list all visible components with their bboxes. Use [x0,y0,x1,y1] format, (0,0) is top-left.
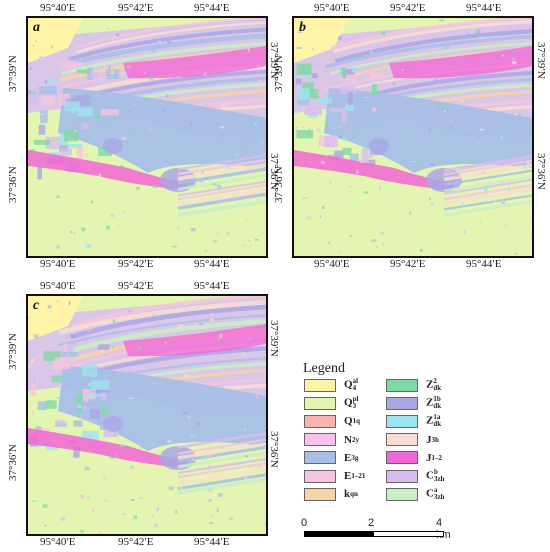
lon-bottom-a-1: 95°40′E [40,258,76,270]
lon-top-b-3: 95°44′E [466,2,502,14]
panel-label-b: b [299,20,306,35]
lon-top-c-2: 95°42′E [118,280,154,292]
legend-label: N 2y [344,433,359,446]
legend-item: Z 1a dk [386,413,441,429]
legend-swatch [386,433,418,447]
legend-item: E 3g [304,450,358,466]
legend-swatch [386,451,418,465]
legend-swatch [386,414,418,428]
legend-item: E 1–21 [304,468,365,484]
scale-label-2: 2 [368,517,375,529]
panel-label-c: c [33,298,40,313]
legend-swatch [386,396,418,410]
legend-swatch [304,396,336,410]
legend-swatch [304,378,336,392]
map-panel-a: a [26,16,268,258]
legend-item: Z 1b dk [386,395,441,411]
legend-item: J 1–2 [386,450,442,466]
lon-bottom-c-1: 95°40′E [40,536,76,548]
panel-label-a: a [33,20,40,35]
lat-left-b-1: 37°39′N [273,55,285,92]
legend-label: J 3h [426,433,439,446]
legend-swatch [304,433,336,447]
legend-swatch [304,487,336,501]
legend-item: N 2y [304,432,359,448]
legend-swatch [386,487,418,501]
lat-right-b-1: 37°39′N [535,42,547,79]
legend-label: E 3g [344,451,359,464]
lon-top-a-3: 95°44′E [194,2,230,14]
lon-top-c-3: 95°44′E [194,280,230,292]
lat-left-a-1: 37°39′N [7,55,19,92]
legend-title: Legend [303,361,345,376]
lon-top-b-2: 95°42′E [390,2,426,14]
lon-top-a-2: 95°42′E [118,2,154,14]
geologic-map-a [28,18,266,256]
legend-item: J 3h [386,432,439,448]
legend-swatch [304,414,336,428]
lon-bottom-c-2: 95°42′E [118,536,154,548]
scale-label-4km: 4 km [436,517,451,541]
lon-top-c-1: 95°40′E [40,280,76,292]
legend-label: Q 1q [344,415,360,428]
geologic-map-c [28,296,266,534]
legend-item: Z 2 dk [386,377,441,393]
map-panel-b: b [292,16,534,258]
legend-label: Z 1a dk [426,413,442,429]
legend-swatch [386,378,418,392]
lon-bottom-b-2: 95°42′E [390,258,426,270]
lon-bottom-a-3: 95°44′E [194,258,230,270]
lon-bottom-b-3: 95°44′E [466,258,502,270]
legend-label: Z 2 dk [426,377,442,392]
lat-right-b-2: 37°36′N [535,153,547,190]
geologic-map-b [294,18,532,256]
lon-bottom-c-3: 95°44′E [194,536,230,548]
scale-bar-graphic [304,531,444,537]
scale-label-0: 0 [301,517,308,529]
legend-swatch [386,469,418,483]
lat-right-c-1: 37°39′N [268,320,280,357]
legend-swatch [304,469,336,483]
lat-right-c-2: 37°36′N [268,431,280,468]
lat-left-b-2: 37°36′N [273,166,285,203]
legend-label: Z 1b dk [426,395,442,411]
legend-item: Q 1q [304,413,360,429]
legend-item: k qn [304,486,358,502]
legend-label: E 1–21 [344,470,366,482]
lon-top-b-1: 95°40′E [314,2,350,14]
legend-label: J 1–2 [426,451,442,464]
lon-bottom-b-1: 95°40′E [314,258,350,270]
lon-top-a-1: 95°40′E [40,2,76,14]
legend-label: k qn [344,488,358,501]
legend-swatch [304,451,336,465]
lat-left-c-1: 37°39′N [7,333,19,370]
map-panel-c: c [26,294,268,536]
lat-left-a-2: 37°36′N [7,166,19,203]
lon-bottom-a-2: 95°42′E [118,258,154,270]
lat-left-c-2: 37°36′N [7,444,19,481]
